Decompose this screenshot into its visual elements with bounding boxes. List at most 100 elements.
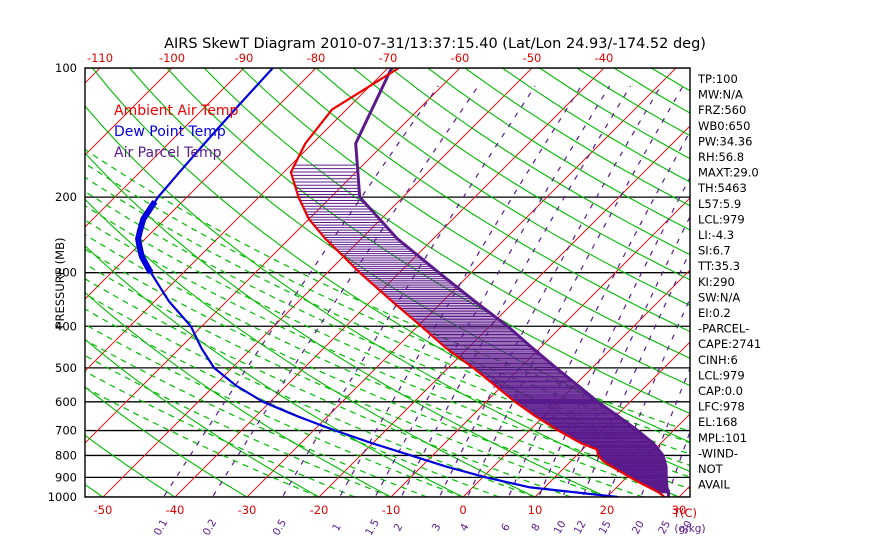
mixing-ratio-tick-label: 15 [597, 519, 614, 537]
mixing-ratio-tick-label: 1 [330, 522, 344, 534]
isotherm-line [102, 68, 533, 497]
plot-frame [84, 67, 691, 498]
pressure-tick-label: 200 [55, 190, 77, 204]
mixing-ratio-tick-label: 20 [630, 519, 647, 537]
moist-adiabat-line [85, 308, 500, 497]
pressure-tick-label: 500 [55, 361, 77, 375]
mixing-ratio-tick-label: 3 [430, 522, 444, 534]
dry-adiabat-line [85, 434, 176, 497]
dry-adiabat-line [166, 68, 690, 415]
isotherm-line [318, 125, 690, 497]
stat-item: TT:35.3 [697, 259, 740, 273]
mixing-ratio-tick-label: 10 [552, 519, 569, 537]
mixing-ratio-tick-labels: 0.1 0.2 0.5 1 1.5 2 3 4 6 8 10 12 15 20 25 30 [152, 517, 695, 538]
legend: Ambient Air Temp Dew Point Temp Air Parcel… [114, 103, 239, 161]
stat-item: SI:6.7 [698, 244, 731, 258]
moist-adiabat-line [85, 190, 690, 467]
bottom-temperature-tick-label: 30 [672, 503, 687, 517]
cape-hatch-region [291, 164, 669, 494]
stat-item: KI:290 [698, 275, 735, 289]
moist-adiabat-line [85, 354, 392, 497]
moist-adiabat-line [85, 233, 680, 497]
top-temperature-tick-label: -60 [451, 51, 470, 65]
stat-item: AVAIL [698, 478, 731, 492]
dry-adiabat-line [352, 68, 690, 281]
mixing-ratio-tick-label: 2 [392, 522, 406, 534]
pressure-tick-labels: 100 200 300 400 500 600 700 800 900 1000 [48, 61, 77, 504]
dry-adiabat-line [203, 68, 690, 387]
bottom-temperature-tick-label: 0 [459, 503, 466, 517]
top-temperature-tick-label: -90 [235, 51, 254, 65]
isotherm-line [85, 68, 173, 156]
stat-item: -WIND- [698, 446, 738, 460]
ambient-temperature-curve [289, 68, 666, 497]
mixing-ratio-line [562, 215, 690, 497]
parcel-temperature-curve [354, 68, 671, 497]
x-axis-mixing-ratio-label: (g/kg) [674, 523, 705, 535]
y-axis-label: PRESSURE (MB) [53, 238, 67, 329]
bottom-temperature-tick-label: 10 [528, 503, 543, 517]
bottom-temperature-tick-label: 20 [600, 503, 615, 517]
pressure-tick-label: 400 [55, 319, 77, 333]
pressure-tick-label: 900 [55, 470, 77, 484]
bottom-temperature-tick-label: -50 [94, 503, 113, 517]
top-temperature-tick-label: -40 [595, 51, 614, 65]
moist-adiabat-line [85, 263, 608, 497]
stat-item: CAP:0.0 [698, 384, 743, 398]
stat-item: LI:-4.3 [698, 228, 734, 242]
x-axis-temperature-label: T(C) [672, 506, 697, 520]
stat-item: LCL:979 [698, 368, 745, 382]
legend-item-1: Ambient Air Temp [114, 103, 239, 119]
isotherm-line [85, 68, 245, 228]
top-temperature-tick-label: -100 [159, 51, 185, 65]
dry-adiabat-line [85, 338, 320, 497]
chart-title: AIRS SkewT Diagram 2010-07-31/13:37:15.4… [164, 36, 706, 52]
stat-item: LFC:978 [698, 400, 745, 414]
stat-item: -PARCEL- [698, 322, 749, 336]
isotherm-line [606, 413, 690, 497]
mixing-ratio-tick-label: 8 [529, 522, 543, 534]
mixing-ratio-line [400, 85, 632, 497]
isotherm-line [85, 68, 461, 444]
stat-item: SW:N/A [698, 290, 740, 304]
curve-layer [135, 68, 671, 497]
dewpoint-curve [137, 68, 619, 497]
bottom-temperature-tick-label: -30 [238, 503, 257, 517]
top-temperature-tick-label: -80 [307, 51, 326, 65]
moist-adiabat-line [85, 386, 320, 497]
legend-item-3: Air Parcel Temp [114, 145, 222, 161]
mixing-ratio-line [438, 85, 662, 497]
pressure-tick-label: 600 [55, 395, 77, 409]
dry-adiabat-line [315, 68, 690, 307]
isotherm-line [462, 269, 690, 497]
bottom-temperature-tick-label: -10 [382, 503, 401, 517]
mixing-ratio-tick-label: 25 [656, 519, 673, 537]
stat-item: CAPE:2741 [698, 337, 761, 351]
bottom-temperature-tick-labels: -50 -40 -30 -20 -10 0 10 20 30 [94, 503, 687, 517]
stat-item: TH:5463 [697, 181, 747, 195]
mixing-ratio-tick-label: 30 [678, 519, 695, 537]
stat-item: EI:0.2 [698, 306, 731, 320]
isotherm-line [246, 68, 677, 497]
stat-item: RH:56.8 [698, 150, 744, 164]
dry-adiabat-line [241, 68, 690, 359]
dry-adiabat-line [85, 291, 392, 497]
moist-adiabat-line [85, 370, 356, 497]
stat-item: NOT [698, 462, 724, 476]
moist-adiabat-line [85, 278, 572, 497]
stat-item: MPL:101 [698, 431, 747, 445]
stat-item: TP:100 [697, 72, 738, 86]
stat-item: WB0:650 [698, 119, 750, 133]
moist-adiabat-line [85, 339, 428, 497]
stat-item: EL:168 [698, 415, 738, 429]
stat-item: PW:34.36 [698, 134, 752, 148]
dry-adiabat-line [85, 386, 248, 497]
mixing-ratio-line [374, 85, 611, 497]
pressure-tick-label: 700 [55, 424, 77, 438]
stat-item: MW:N/A [698, 88, 743, 102]
moist-adiabat-line [85, 248, 644, 497]
pressure-tick-label: 800 [55, 448, 77, 462]
mixing-ratio-tick-label: 12 [572, 519, 589, 537]
moist-adiabat-line [85, 176, 690, 455]
